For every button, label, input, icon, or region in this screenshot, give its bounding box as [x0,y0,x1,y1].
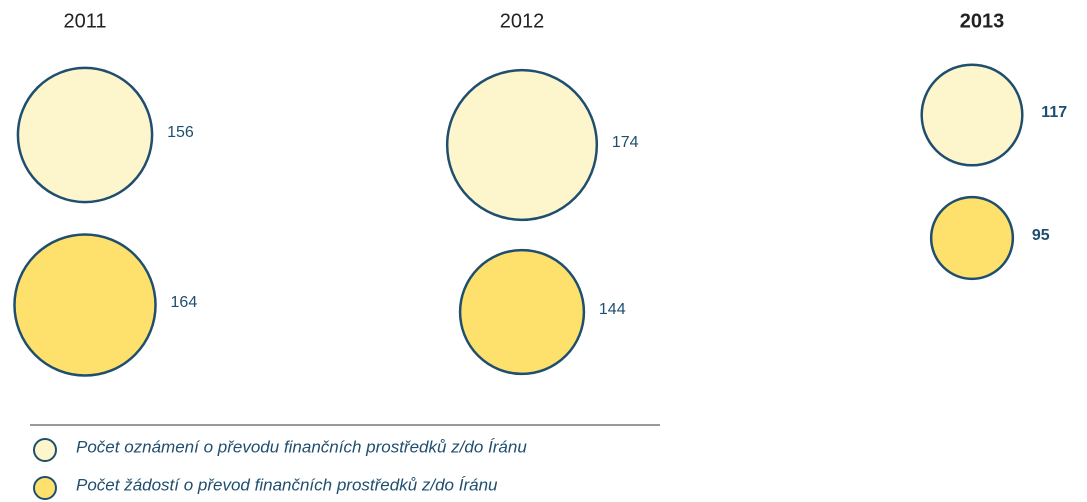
value-label: 95 [1032,227,1050,244]
year-label: 2012 [500,10,545,32]
legend-swatch [33,438,57,462]
value-label: 174 [612,134,639,151]
bubble [458,248,586,376]
bubble [445,68,599,222]
legend-label: Počet oznámení o převodu finančních pros… [76,437,527,456]
value-label: 144 [599,301,626,318]
bubble [13,233,157,377]
value-label: 164 [171,294,198,311]
bubble [929,195,1015,281]
legend-label: Počet žádostí o převod finančních prostř… [76,475,498,494]
year-label: 2011 [63,10,106,32]
bubble [16,66,154,204]
year-label: 2013 [960,10,1005,32]
legend-swatch [33,476,57,500]
value-label: 117 [1041,104,1067,121]
value-label: 156 [167,124,194,141]
bubble [920,63,1024,167]
